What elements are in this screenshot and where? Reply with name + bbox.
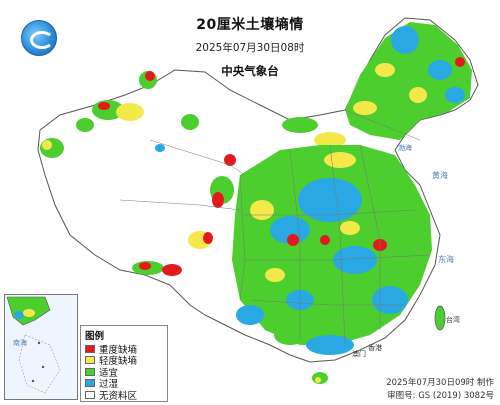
sea-label-yellow-sea: 黄海: [432, 170, 448, 180]
legend-swatch: [85, 379, 95, 387]
label-hong-kong: 香港: [368, 343, 382, 352]
label-macau: 澳门: [352, 349, 366, 358]
legend-swatch: [85, 345, 95, 353]
legend-label: 无资料区: [99, 388, 137, 402]
legend-item-mild-drought: 轻度缺墒: [81, 355, 167, 367]
legend-swatch: [85, 368, 95, 376]
sea-label-taiwan: 台湾: [446, 315, 460, 324]
map-datetime: 2025年07月30日08时: [0, 40, 500, 55]
legend-item-suitable: 适宜: [81, 366, 167, 378]
legend-swatch: [85, 356, 95, 364]
map-legend: 图例 重度缺墒 轻度缺墒 适宜 过湿 无资料区: [80, 325, 168, 402]
review-number: 审图号: GS (2019) 3082号: [387, 389, 494, 401]
legend-title: 图例: [81, 326, 167, 343]
inset-label: 南海: [13, 338, 27, 347]
legend-item-no-data: 无资料区: [81, 389, 167, 401]
sea-label-east-china-sea: 东海: [438, 254, 454, 264]
taiwan-island: [435, 306, 445, 330]
production-time: 2025年07月30日09时 制作: [386, 376, 494, 388]
agency-name: 中央气象台: [0, 63, 500, 79]
legend-swatch: [85, 391, 95, 399]
cma-logo-icon: [21, 20, 57, 56]
sea-label-bohai: 渤海: [398, 143, 412, 152]
title-block: 20厘米土壤墒情 2025年07月30日08时 中央气象台: [0, 14, 500, 79]
map-title: 20厘米土壤墒情: [0, 14, 500, 34]
south-china-sea-inset: 南海: [4, 294, 78, 400]
